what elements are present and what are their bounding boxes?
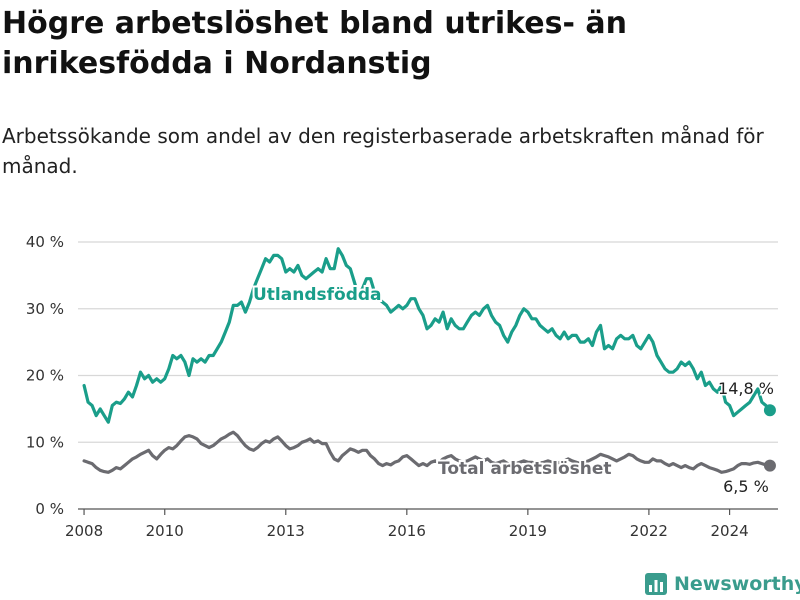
- end-label-total: 6,5 %: [723, 477, 769, 496]
- x-tick-label: 2024: [710, 522, 748, 540]
- end-label-utlandsfodda: 14,8 %: [718, 379, 774, 398]
- series-line-utlandsfodda: [82, 247, 772, 424]
- series-lines: [82, 247, 776, 474]
- end-point-utlandsfodda: [763, 404, 776, 417]
- series-labels: Utlandsfödda Total arbetslöshet 14,8 % 6…: [251, 283, 775, 498]
- chart-subtitle: Arbetssökande som andel av den registerb…: [2, 124, 764, 178]
- newsworthy-logo-icon: [645, 573, 667, 595]
- x-tick-label: 2013: [267, 522, 305, 540]
- brand-name: Newsworthy: [674, 573, 800, 595]
- axes: 0 % 10 % 20 % 30 % 40 % 2008 2010 2013 2016 2019 2…: [26, 233, 778, 540]
- y-tick-label: 10 %: [26, 433, 64, 451]
- y-tick-label: 0 %: [35, 500, 64, 518]
- x-tick-label: 2010: [146, 522, 184, 540]
- y-tick-label: 30 %: [26, 300, 64, 318]
- series-label-total: Total arbetslöshet: [438, 459, 612, 479]
- x-tick-label: 2016: [388, 522, 426, 540]
- y-tick-label: 40 %: [26, 233, 64, 251]
- end-point-total: [763, 459, 776, 472]
- series-line-total: [82, 430, 772, 474]
- series-label-utlandsfodda: Utlandsfödda: [253, 285, 382, 305]
- chart-title: Högre arbetslöshet bland utrikes- än inr…: [2, 6, 627, 81]
- brand-logo[interactable]: Newsworthy: [644, 568, 800, 600]
- y-tick-label: 20 %: [26, 367, 64, 385]
- x-tick-label: 2008: [65, 522, 103, 540]
- x-tick-label: 2022: [630, 522, 668, 540]
- gridlines: [78, 241, 778, 443]
- x-tick-label: 2019: [509, 522, 547, 540]
